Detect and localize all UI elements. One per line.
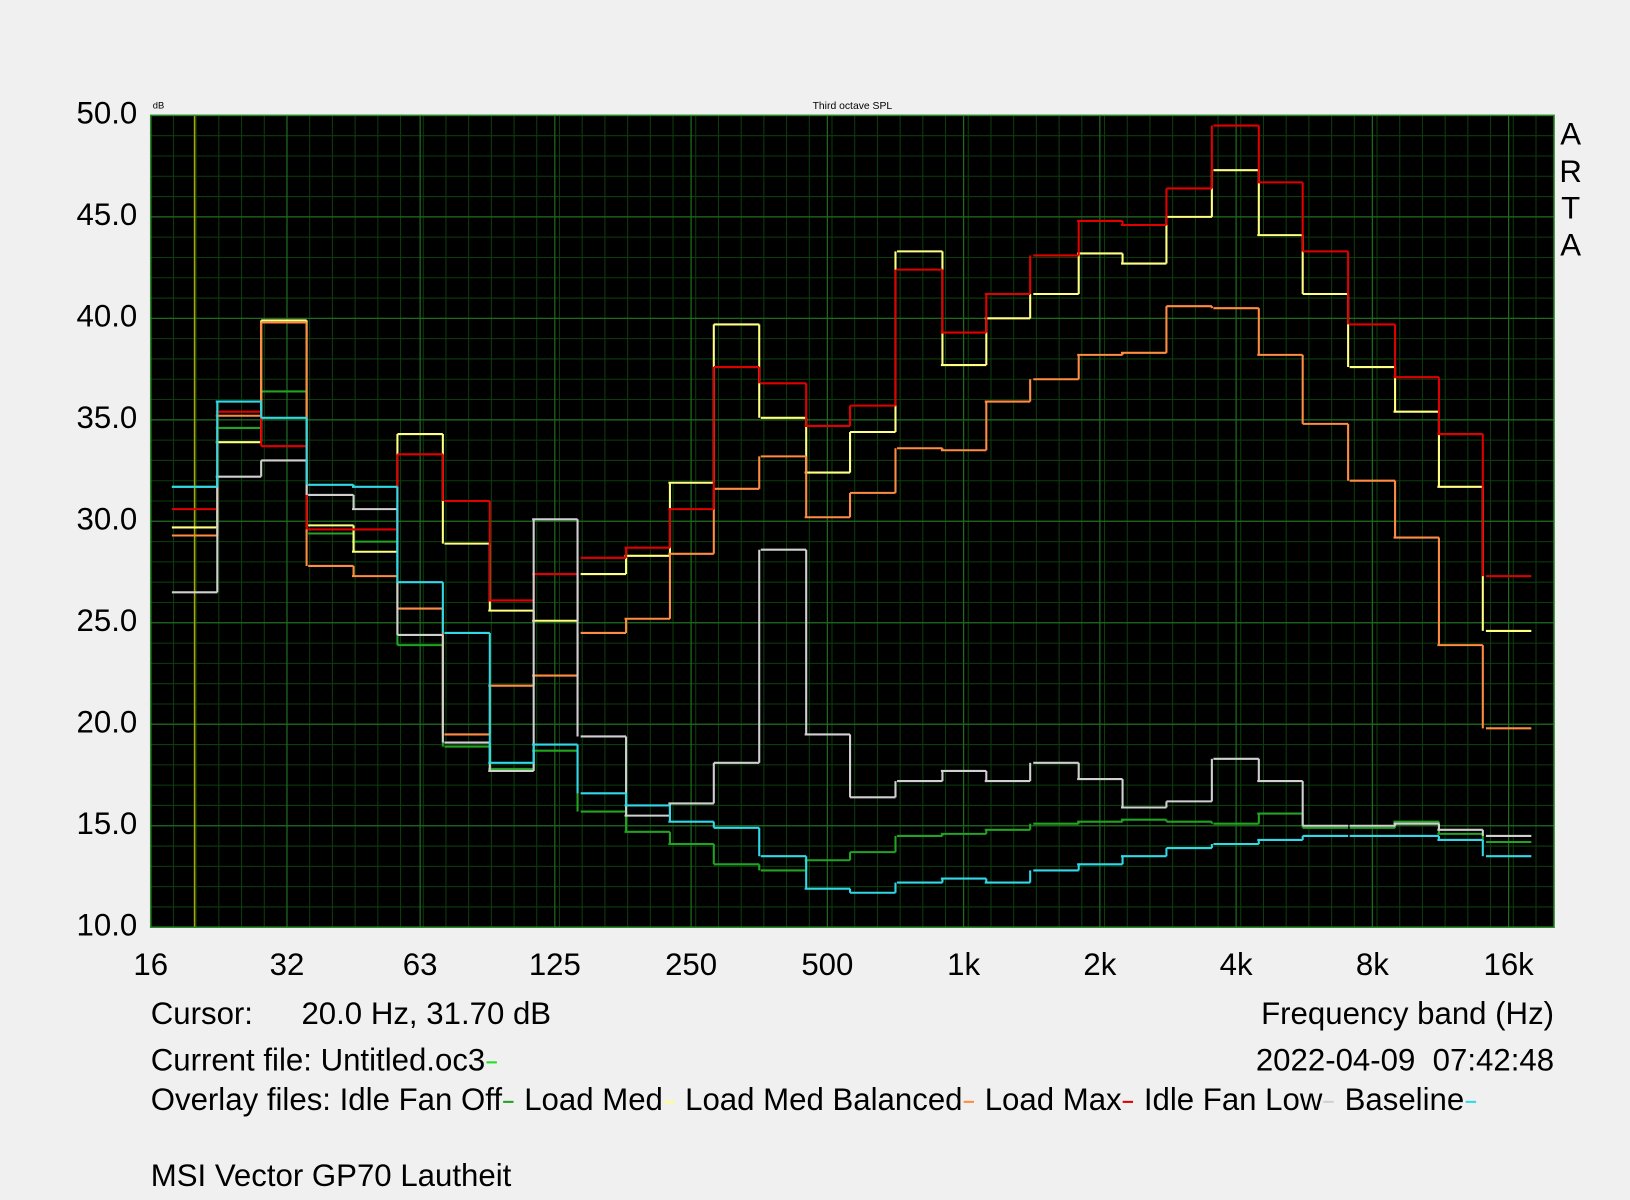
y-tick-label: 15.0 <box>77 806 138 841</box>
data-area <box>171 115 1532 928</box>
x-tick-label: 125 <box>529 947 581 982</box>
current-file-label: Current file: Untitled.oc3 <box>150 1043 486 1078</box>
legend-item: Load Med <box>524 1083 676 1117</box>
y-tick-label: 10.0 <box>77 907 138 942</box>
x-tick-label: 8k <box>1356 947 1389 982</box>
cursor-label: Cursor: <box>150 996 253 1032</box>
legend-label: Baseline <box>1344 1083 1465 1118</box>
y-tick-label: 35.0 <box>77 400 138 435</box>
x-axis-label: Frequency band (Hz) <box>1261 996 1555 1032</box>
y-tick-label: 30.0 <box>77 502 138 537</box>
legend-item: Idle Fan Off <box>340 1083 516 1117</box>
legend-swatch <box>663 1100 675 1103</box>
legend-item: Load Max <box>985 1083 1135 1117</box>
legend-item: Baseline <box>1345 1083 1478 1117</box>
plot-frame <box>149 114 1555 929</box>
legend-swatch <box>503 1100 514 1103</box>
timestamp: 2022-04-09 07:42:48 <box>1255 1043 1555 1078</box>
x-tick-label: 1k <box>947 947 980 982</box>
y-tick-label: 40.0 <box>77 299 138 334</box>
legend-swatch <box>963 1100 974 1103</box>
series <box>171 400 1532 894</box>
legend-swatch <box>1122 1100 1134 1103</box>
current-file: Current file: Untitled.oc3 <box>151 1043 499 1080</box>
legend-label: Load Max <box>984 1083 1122 1118</box>
y-tick-label: 20.0 <box>77 705 138 740</box>
x-tick-label: 32 <box>270 947 305 982</box>
legend-item: Idle Fan Low <box>1144 1083 1336 1117</box>
y-tick-label: 25.0 <box>77 603 138 638</box>
legend-label: Idle Fan Low <box>1143 1083 1323 1118</box>
x-tick-label: 63 <box>403 947 438 982</box>
x-tick-label: 16 <box>133 947 168 982</box>
x-tick-label: 16k <box>1483 947 1534 982</box>
series <box>171 459 1532 837</box>
cursor-readout: 20.0 Hz, 31.70 dB <box>301 996 552 1032</box>
series <box>171 124 1532 602</box>
legend-label: Load Med Balanced <box>685 1083 963 1118</box>
x-tick-label: 4k <box>1220 947 1253 982</box>
legend-item: Load Med Balanced <box>685 1083 976 1117</box>
legend-label: Load Med <box>524 1083 663 1118</box>
current-file-swatch <box>486 1061 497 1064</box>
overlay-label: Overlay files: <box>150 1083 331 1118</box>
y-tick-label: 45.0 <box>77 197 138 232</box>
grid <box>150 114 1555 928</box>
y-unit: dB <box>153 100 164 110</box>
legend-swatch <box>1465 1100 1476 1103</box>
legend: Overlay files: Idle Fan Off Load Med Loa… <box>151 1081 1586 1119</box>
x-tick-label: 500 <box>801 947 853 982</box>
footer-title: MSI Vector GP70 Lautheit <box>150 1159 512 1194</box>
x-tick-label: 250 <box>665 947 717 982</box>
legend-swatch <box>1323 1100 1334 1103</box>
y-tick-label: 50.0 <box>77 96 138 131</box>
brand: ARTA <box>1559 117 1582 263</box>
legend-label: Idle Fan Off <box>339 1083 503 1118</box>
x-tick-label: 2k <box>1083 947 1116 982</box>
chart-title: Third octave SPL <box>813 101 893 112</box>
